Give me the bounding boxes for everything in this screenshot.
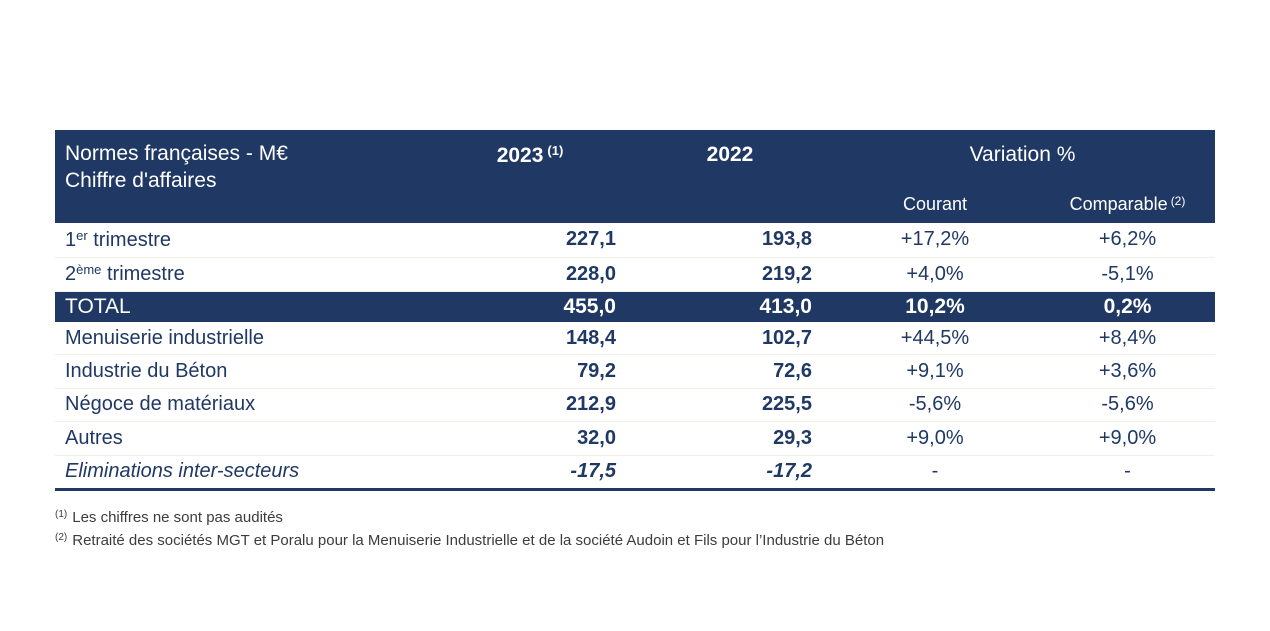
value-courant: - xyxy=(931,460,939,483)
table-title: Normes françaises - M€ Chiffre d'affaire… xyxy=(55,130,430,223)
column-header-variation: Variation % xyxy=(969,143,1076,166)
row-label: 2ème trimestre xyxy=(65,262,185,286)
value-2023: 212,9 xyxy=(565,393,616,416)
value-2022: 413,0 xyxy=(759,295,812,318)
table-row-total: TOTAL 455,0 413,0 10,2% 0,2% xyxy=(55,292,1215,322)
value-2023: 227,1 xyxy=(565,228,616,251)
value-2022: 72,6 xyxy=(773,360,812,383)
footnote-1: (1) Les chiffres ne sont pas audités xyxy=(55,505,884,528)
value-2023: 148,4 xyxy=(565,326,616,349)
footnote-2-text: Retraité des sociétés MGT et Poralu pour… xyxy=(72,532,885,549)
footnote-2: (2) Retraité des sociétés MGT et Poralu p… xyxy=(55,528,884,551)
year-2023-label: 2023 xyxy=(496,144,544,167)
value-comparable: +8,4% xyxy=(1098,326,1157,349)
value-comparable: -5,6% xyxy=(1101,393,1154,416)
value-2023: 32,0 xyxy=(577,426,616,449)
footnote-1-text: Les chiffres ne sont pas audités xyxy=(72,509,283,526)
value-courant: +4,0% xyxy=(906,262,964,285)
table-row-autres: Autres 32,0 29,3 +9,0% +9,0% xyxy=(55,422,1215,456)
comparable-label: Comparable xyxy=(1069,194,1168,214)
value-2022: 225,5 xyxy=(761,393,812,416)
table-row-eliminations: Eliminations inter-secteurs -17,5 -17,2 … xyxy=(55,456,1215,488)
value-2022: 193,8 xyxy=(761,228,812,251)
value-comparable: - xyxy=(1124,460,1131,483)
table-title-line1: Normes françaises - M€ xyxy=(65,142,288,165)
row-label: Menuiserie industrielle xyxy=(65,326,264,349)
table-row-q2: 2ème trimestre 228,0 219,2 +4,0% -5,1% xyxy=(55,258,1215,292)
table-row-industrie-beton: Industrie du Béton 79,2 72,6 +9,1% +3,6% xyxy=(55,355,1215,389)
table-title-line2: Chiffre d'affaires xyxy=(65,169,217,192)
value-comparable: 0,2% xyxy=(1103,295,1152,318)
value-comparable: +3,6% xyxy=(1098,360,1157,383)
table-row-q1: 1er trimestre 227,1 193,8 +17,2% +6,2% xyxy=(55,223,1215,258)
value-courant: +9,0% xyxy=(906,426,964,449)
row-label: Autres xyxy=(65,426,123,449)
value-courant: 10,2% xyxy=(905,295,965,318)
value-2022: 102,7 xyxy=(761,326,812,349)
table-row-negoce: Négoce de matériaux 212,9 225,5 -5,6% -5… xyxy=(55,389,1215,423)
footnote-1-marker: (1) xyxy=(55,509,68,520)
value-2022: 219,2 xyxy=(761,262,812,285)
row-label: Négoce de matériaux xyxy=(65,393,256,416)
ordinal-superscript: er xyxy=(76,227,88,243)
footnotes: (1) Les chiffres ne sont pas audités (2) R… xyxy=(55,505,884,551)
comparable-footnote-ref: (2) xyxy=(1170,194,1186,208)
table-row-menuiserie: Menuiserie industrielle 148,4 102,7 +44,… xyxy=(55,322,1215,356)
year-2023-footnote-ref: (1) xyxy=(547,143,564,158)
column-header-2023: 2023 (1) xyxy=(430,130,630,182)
value-2023: 228,0 xyxy=(565,262,616,285)
row-label: 1er trimestre xyxy=(65,227,172,251)
value-2022: -17,2 xyxy=(766,460,812,483)
value-courant: -5,6% xyxy=(908,393,962,416)
column-header-2022: 2022 xyxy=(630,130,830,182)
revenue-table: Normes françaises - M€ Chiffre d'affaire… xyxy=(55,130,1215,491)
row-label: TOTAL xyxy=(65,295,131,318)
table-header: Normes françaises - M€ Chiffre d'affaire… xyxy=(55,130,1215,223)
column-header-courant: Courant xyxy=(902,194,968,214)
value-comparable: +9,0% xyxy=(1098,426,1157,449)
value-comparable: -5,1% xyxy=(1101,262,1154,285)
column-header-comparable: Comparable (2) xyxy=(1040,182,1215,223)
ordinal-superscript: ème xyxy=(76,262,102,278)
row-label: Industrie du Béton xyxy=(65,360,228,383)
value-courant: +44,5% xyxy=(900,326,970,349)
row-label: Eliminations inter-secteurs xyxy=(65,460,300,483)
footnote-2-marker: (2) xyxy=(55,532,68,543)
value-2023: -17,5 xyxy=(570,460,616,483)
value-2023: 455,0 xyxy=(563,295,616,318)
value-2022: 29,3 xyxy=(773,426,812,449)
value-2023: 79,2 xyxy=(577,360,616,383)
value-courant: +9,1% xyxy=(906,360,964,383)
value-courant: +17,2% xyxy=(900,228,970,251)
value-comparable: +6,2% xyxy=(1098,228,1157,251)
year-2022-label: 2022 xyxy=(706,143,754,166)
